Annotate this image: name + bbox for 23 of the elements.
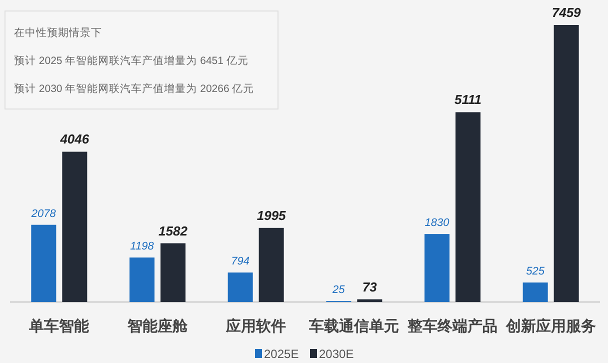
annotation: 预计 2030 年智能网联汽车产值增量为 20266 亿元: [14, 82, 254, 95]
x-tick-label: 整车终端产品: [406, 317, 498, 335]
data-label: 1198: [130, 240, 155, 253]
data-label: 73: [362, 279, 378, 294]
annotation: 在中性预期情景下: [14, 26, 102, 39]
data-label: 1830: [424, 217, 450, 230]
data-label: 1582: [158, 223, 188, 238]
data-label: 2078: [30, 208, 57, 220]
x-tick-label: 车载通信单元: [308, 317, 400, 335]
data-label: 5111: [454, 92, 482, 108]
legend-label: 2025E: [264, 347, 299, 361]
data-label: 4046: [59, 132, 90, 147]
data-label: 1995: [256, 208, 287, 223]
data-label: 25: [332, 284, 346, 296]
x-tick-label: 应用软件: [224, 317, 286, 335]
x-tick-label: 智能座舱: [126, 317, 188, 335]
annotation: 预计 2025 年智能网联汽车产值增量为 6451 亿元: [14, 54, 248, 67]
legend-label: 2030E: [319, 347, 354, 361]
data-label: 7459: [552, 5, 582, 20]
x-tick-label: 创新应用服务: [504, 317, 596, 335]
data-label: 794: [231, 256, 250, 268]
data-label: 525: [526, 266, 546, 278]
x-tick-label: 单车智能: [28, 317, 90, 335]
